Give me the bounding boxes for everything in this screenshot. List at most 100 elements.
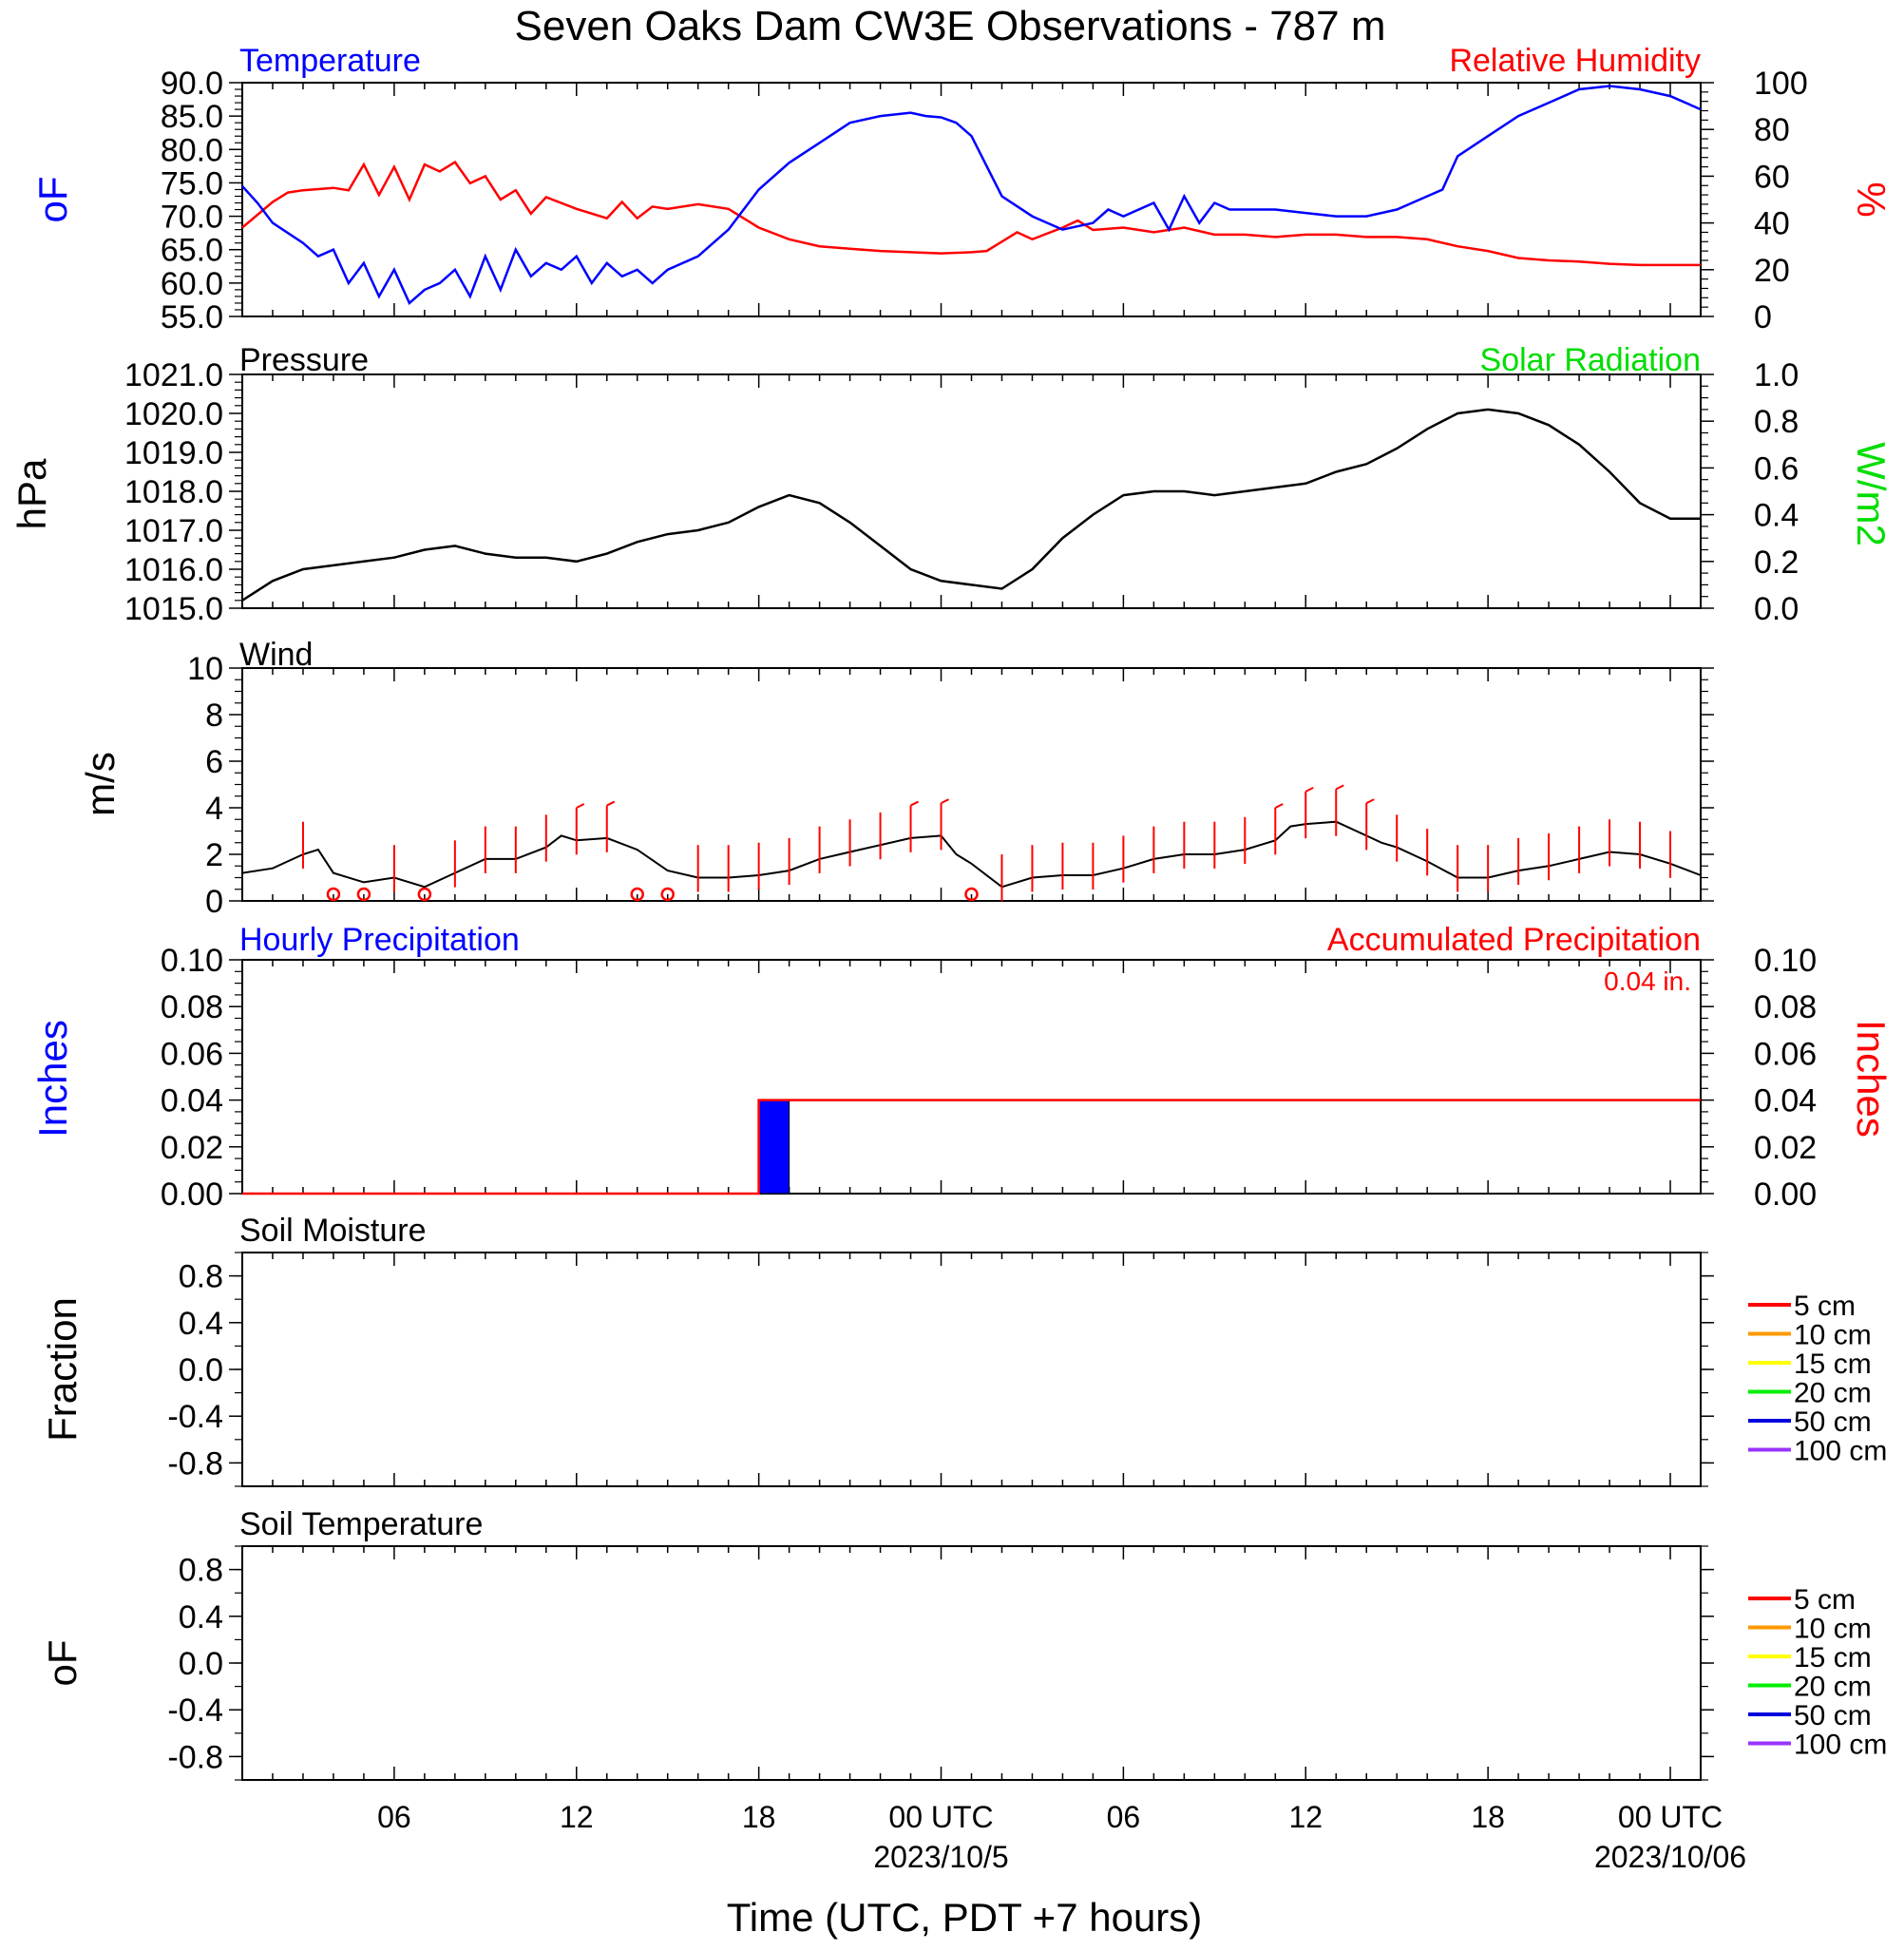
y-tick-label: 0.8 (179, 1259, 223, 1295)
temperature-unit: oF (30, 176, 75, 222)
y-tick-label: 1018.0 (124, 474, 223, 510)
y-tick-label: -0.8 (167, 1739, 223, 1775)
chart-title: Seven Oaks Dam CW3E Observations - 787 m (515, 3, 1386, 49)
y-tick-label: 1020.0 (124, 396, 223, 432)
y-tick-label: 75.0 (161, 165, 223, 201)
legend-label: 100 cm (1794, 1730, 1887, 1761)
humidity-title: Relative Humidity (1449, 43, 1701, 79)
humidity-unit: % (1849, 182, 1894, 217)
y-right-tick-label: 0.0 (1754, 591, 1799, 627)
y-right-tick-label: 0.8 (1754, 404, 1799, 440)
y-tick-label: 0.4 (179, 1306, 223, 1342)
y-tick-label: 0.06 (161, 1036, 223, 1072)
x-tick-label: 18 (1471, 1800, 1505, 1834)
wind-title: Wind (239, 637, 313, 673)
y-tick-label: 55.0 (161, 299, 223, 335)
pressure-unit: hPa (10, 458, 54, 529)
x-date-label: 2023/10/06 (1594, 1840, 1746, 1874)
accum-precip-title: Accumulated Precipitation (1327, 922, 1701, 958)
y-tick-label: 0.04 (161, 1083, 223, 1119)
pressure-title: Pressure (239, 342, 369, 378)
pressure-line (241, 408, 1701, 602)
wind-barb-flag (576, 803, 585, 809)
calm-wind-circle (326, 887, 341, 902)
y-right-tick-label: 0.10 (1754, 943, 1817, 979)
y-tick-label: 0.10 (161, 943, 223, 979)
y-tick-label: 0.08 (161, 989, 223, 1025)
y-right-tick-label: 0.02 (1754, 1130, 1817, 1166)
legend-label: 10 cm (1794, 1614, 1872, 1645)
legend-label: 50 cm (1794, 1406, 1872, 1438)
legend-label: 5 cm (1794, 1584, 1856, 1616)
y-tick-label: 0.0 (179, 1646, 223, 1682)
panel-frame (241, 959, 1702, 1195)
y-tick-label: 6 (205, 744, 223, 780)
calm-wind-circle (356, 887, 371, 902)
y-right-tick-label: 0.00 (1754, 1176, 1817, 1213)
panel-temp_rh: 90.085.080.075.070.065.060.055.0 100 80 60 4… (30, 43, 1894, 335)
panel-frame (241, 667, 1702, 902)
hourly-precip-unit: Inches (30, 1020, 75, 1138)
calm-wind-circle (660, 887, 675, 902)
accum-precip-line (242, 1099, 1701, 1195)
y-right-tick-label: 1.0 (1754, 357, 1799, 393)
y-tick-label: 1017.0 (124, 513, 223, 549)
legend-label: 10 cm (1794, 1320, 1872, 1351)
y-tick-label: 90.0 (161, 66, 223, 102)
wind-barb-flag (1274, 803, 1284, 809)
panels-group: 90.085.080.075.070.065.060.055.010080604… (10, 43, 1894, 1781)
y-right-tick-label: 0.4 (1754, 498, 1799, 534)
x-axis-label: Time (UTC, PDT +7 hours) (727, 1895, 1203, 1940)
y-tick-label: 0.4 (179, 1599, 223, 1635)
time-axis: 06 12 18 00 UTC 06 12 18 00 UTC 2023/10/5 2023/10… (377, 1800, 1746, 1874)
temperature-title: Temperature (239, 43, 421, 79)
soil_temp-unit: oF (40, 1639, 85, 1686)
y-tick-label: 4 (205, 791, 223, 827)
y-tick-label: 8 (205, 698, 223, 734)
x-tick-label: 12 (560, 1800, 594, 1834)
accum-precip-total: 0.04 in. (1604, 966, 1691, 996)
y-right-tick-label: 100 (1754, 66, 1808, 102)
y-tick-label: 0.02 (161, 1130, 223, 1166)
y-tick-label: 0.0 (179, 1352, 223, 1388)
wind-barb-flag (910, 800, 919, 807)
y-tick-label: 0.00 (161, 1176, 223, 1213)
y-tick-label: 1021.0 (124, 357, 223, 393)
legend-label: 100 cm (1794, 1436, 1887, 1467)
x-tick-label: 18 (742, 1800, 776, 1834)
panel-frame (241, 1252, 1702, 1487)
y-tick-label: 60.0 (161, 266, 223, 302)
panel-frame (241, 1545, 1702, 1781)
solar-title: Solar Radiation (1480, 342, 1701, 378)
accum-precip-unit: Inches (1849, 1020, 1894, 1138)
y-tick-label: 0 (205, 884, 223, 920)
y-tick-label: 65.0 (161, 233, 223, 269)
y-tick-label: -0.8 (167, 1445, 223, 1482)
legend-label: 5 cm (1794, 1291, 1856, 1322)
y-tick-label: 1019.0 (124, 435, 223, 471)
y-right-tick-label: 0 (1754, 299, 1772, 335)
panel-soil_moisture: 0.8 0.4 0.0 -0.4 -0.8 Soil Moisture Fraction 5 … (40, 1213, 1887, 1487)
y-tick-label: 80.0 (161, 132, 223, 168)
soil_moisture-unit: Fraction (40, 1297, 85, 1442)
wind-barb-flag (941, 798, 949, 804)
x-tick-label: 06 (377, 1800, 411, 1834)
legend-label: 15 cm (1794, 1642, 1872, 1674)
y-right-tick-label: 60 (1754, 159, 1790, 195)
panel-precip: 0.10 0.08 0.06 0.04 0.02 0.00 0.10 0.08 0.06 0.04… (30, 922, 1894, 1213)
legend-label: 20 cm (1794, 1672, 1872, 1703)
y-right-tick-label: 0.6 (1754, 450, 1799, 487)
soil_moisture-title: Soil Moisture (239, 1213, 427, 1249)
y-right-tick-label: 40 (1754, 206, 1790, 242)
y-tick-label: 1015.0 (124, 591, 223, 627)
calm-wind-circle (630, 887, 644, 902)
wind-unit: m/s (78, 752, 123, 816)
calm-wind-circle (964, 887, 979, 902)
x-date-label: 2023/10/5 (873, 1840, 1008, 1874)
y-tick-label: 0.8 (179, 1553, 223, 1589)
solar-unit: W/m2 (1849, 442, 1894, 546)
humidity-line (241, 160, 1701, 267)
